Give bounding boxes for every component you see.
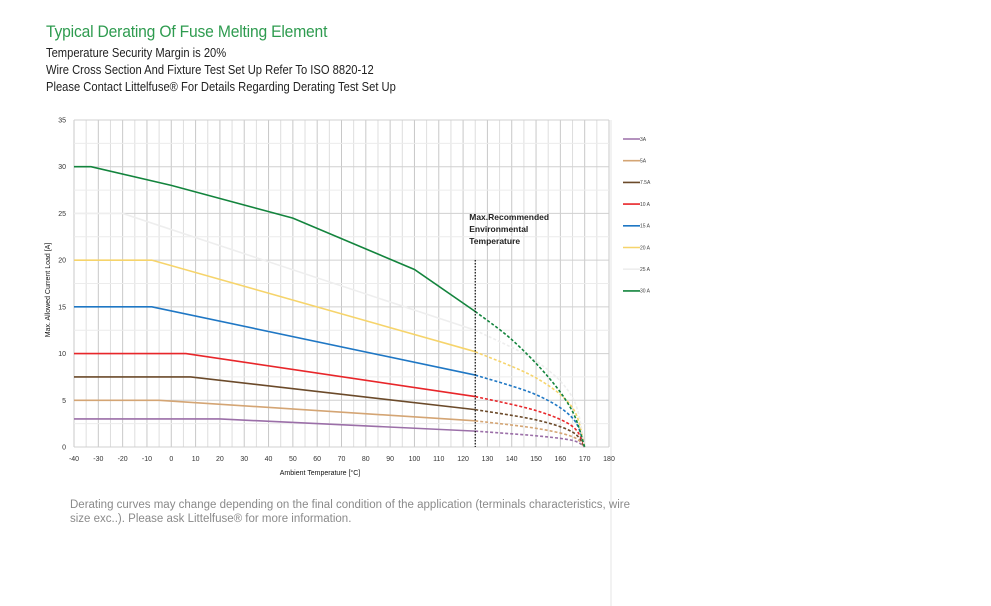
x-tick-label: 180	[603, 456, 615, 463]
series-30A	[74, 165, 586, 448]
x-tick-label: -10	[142, 456, 152, 463]
series-line-dashed	[475, 420, 586, 448]
y-tick-label: 5	[62, 398, 66, 405]
series-line-solid	[74, 259, 476, 353]
legend-item: 15 A	[623, 224, 651, 230]
series-10A	[74, 352, 586, 448]
y-tick-label: 10	[58, 351, 66, 358]
series-line-dashed	[475, 395, 586, 448]
page-title: Typical Derating Of Fuse Melting Element	[46, 22, 328, 41]
y-tick-label: 30	[58, 164, 66, 171]
legend-item: 30 A	[623, 289, 651, 295]
annotation-text: Max.Recommended	[469, 212, 549, 222]
x-tick-label: 150	[530, 456, 542, 463]
subtitle-test-setup: Wire Cross Section And Fixture Test Set …	[46, 62, 374, 77]
legend-label: 20 A	[640, 245, 651, 251]
legend-label: 5A	[640, 159, 647, 165]
legend-item: 10 A	[623, 202, 651, 208]
x-tick-label: -40	[69, 456, 79, 463]
x-tick-label: -20	[118, 456, 128, 463]
x-tick-labels: -40 -30 -20 -10 0 10 20 30 40 50 60 70 80 90 100 110 120…	[69, 456, 615, 463]
y-tick-label: 15	[58, 304, 66, 311]
series-line-solid	[74, 376, 476, 411]
series-line-solid	[74, 212, 476, 331]
series-25A	[74, 212, 586, 448]
subtitle-contact: Please Contact Littelfuse® For Details R…	[46, 79, 396, 94]
series-line-dashed	[474, 329, 586, 448]
legend-label: 25 A	[640, 267, 651, 273]
series-line-dashed	[475, 374, 586, 448]
y-tick-labels: 0 5 10 15 20 25 30 35	[58, 118, 66, 452]
x-tick-label: 60	[313, 456, 321, 463]
x-tick-label: 40	[265, 456, 273, 463]
x-tick-label: 50	[289, 456, 297, 463]
series-line-solid	[74, 399, 476, 422]
y-axis-label: Max. Allowed Current Load [A]	[45, 243, 52, 338]
legend-label: 15 A	[640, 224, 651, 230]
legend-label: 30 A	[640, 289, 651, 295]
series-line-dashed	[475, 408, 586, 448]
x-tick-label: 80	[362, 456, 370, 463]
x-tick-label: 120	[457, 456, 469, 463]
annotation-text: Temperature	[469, 236, 520, 246]
x-tick-label: 110	[433, 456, 444, 463]
series-line-dashed	[474, 350, 586, 448]
x-tick-label: -30	[93, 456, 103, 463]
series-15A	[74, 306, 586, 448]
y-tick-label: 35	[58, 118, 66, 125]
series-line-solid	[74, 306, 476, 376]
legend-item: 5A	[623, 159, 647, 165]
subtitle-security-margin: Temperature Security Margin is 20%	[46, 45, 227, 60]
annotation-text: Environmental	[469, 224, 528, 234]
y-tick-label: 25	[58, 211, 66, 218]
x-tick-label: 20	[216, 456, 224, 463]
series-3A	[74, 418, 586, 448]
series-7_5A	[74, 376, 586, 448]
chart-legend: 3A 5A 7.5A 10 A 15 A 20 A 25 A 30 A	[610, 120, 651, 606]
y-tick-label: 0	[62, 445, 66, 452]
series-line-solid	[74, 352, 476, 398]
x-axis-label: Ambient Temperature [°C]	[280, 469, 361, 477]
legend-label: 10 A	[640, 202, 651, 208]
chart-series	[74, 165, 586, 448]
max-temperature-annotation: Max.Recommended Environmental Temperature	[469, 212, 549, 447]
x-tick-label: 160	[555, 456, 567, 463]
legend-item: 20 A	[623, 245, 651, 251]
series-line-dashed	[475, 430, 586, 448]
chart-grid	[73, 119, 610, 448]
legend-label: 3A	[640, 137, 647, 143]
x-tick-label: 30	[240, 456, 248, 463]
legend-item: 25 A	[623, 267, 651, 273]
legend-label: 7.5A	[640, 180, 651, 186]
series-line-solid	[74, 165, 476, 313]
x-tick-label: 0	[169, 456, 173, 463]
x-tick-label: 170	[579, 456, 591, 463]
series-line-solid	[74, 418, 476, 432]
x-tick-label: 130	[482, 456, 494, 463]
footer-note: Derating curves may change depending on …	[70, 499, 630, 525]
x-tick-label: 70	[338, 456, 346, 463]
series-20A	[74, 259, 586, 448]
series-line-dashed	[474, 310, 586, 448]
x-tick-label: 140	[506, 456, 518, 463]
x-tick-label: 10	[192, 456, 200, 463]
x-tick-label: 100	[409, 456, 421, 463]
legend-item: 3A	[623, 137, 647, 143]
x-tick-label: 90	[386, 456, 394, 463]
y-tick-label: 20	[58, 258, 66, 265]
series-5A	[74, 399, 586, 448]
legend-item: 7.5A	[623, 180, 651, 186]
